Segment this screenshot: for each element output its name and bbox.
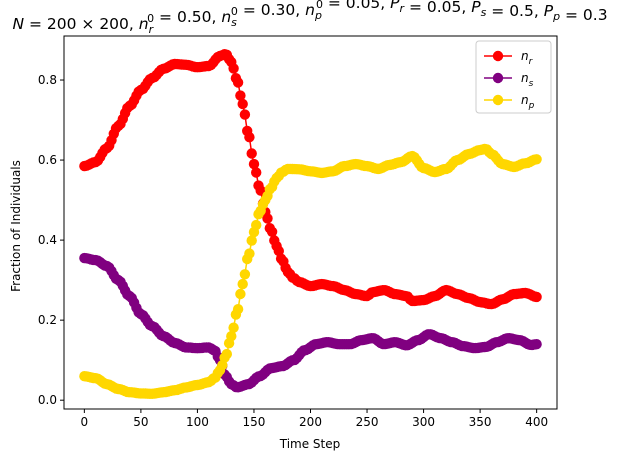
data-point <box>531 339 542 350</box>
title-part: s <box>231 16 237 29</box>
data-point <box>239 269 251 280</box>
legend-box <box>475 40 552 114</box>
data-point <box>531 154 542 165</box>
title-part: p <box>314 9 322 22</box>
data-point <box>226 331 237 342</box>
data-point <box>228 322 239 333</box>
x-tick-label: 350 <box>469 415 492 429</box>
data-point <box>531 291 542 303</box>
x-axis: 0 50 100 150 200 250 300 350 400 <box>81 409 548 429</box>
x-tick-label: 400 <box>525 415 548 429</box>
legend-label-main: n <box>521 71 529 85</box>
y-tick-label: 0.2 <box>38 313 57 327</box>
y-axis-label: Fraction of Individuals <box>9 160 23 292</box>
title-part: = 0.3 <box>560 6 608 24</box>
title-part: = 0.05, <box>404 0 471 16</box>
series-n-p <box>79 143 542 399</box>
legend-label-main: n <box>521 49 529 63</box>
title-part: n <box>221 8 231 26</box>
x-tick-label: 300 <box>412 415 435 429</box>
data-point <box>246 148 257 159</box>
data-point <box>237 98 248 110</box>
data-point <box>221 348 232 360</box>
legend-item-n-r: nr <box>484 49 534 67</box>
legend-label-sub: s <box>529 79 534 89</box>
title-part: 0 <box>231 5 238 18</box>
title-part: = 200 × 200, <box>24 15 139 33</box>
data-point <box>235 90 246 101</box>
legend-label: np <box>521 93 535 111</box>
data-point <box>262 213 273 224</box>
title-part: = 0.5, <box>486 2 543 20</box>
title-part: = 0.30, <box>238 1 305 19</box>
data-point <box>235 288 246 300</box>
y-tick-label: 0.6 <box>38 153 57 167</box>
legend-item-n-p: np <box>484 93 535 111</box>
x-tick-label: 100 <box>186 415 209 429</box>
x-tick-label: 250 <box>356 415 379 429</box>
y-axis: 0.0 0.2 0.4 0.6 0.8 <box>38 73 64 407</box>
data-point <box>244 248 255 259</box>
title-part: 0 <box>147 12 154 25</box>
legend-label-main: n <box>521 93 529 107</box>
y-tick-label: 0.8 <box>38 73 57 87</box>
title-part: P <box>471 0 481 16</box>
data-point <box>251 167 262 178</box>
title-part: n <box>139 15 149 33</box>
series-layer <box>79 49 542 399</box>
legend-marker <box>492 94 504 106</box>
title-part: r <box>400 2 406 15</box>
data-point <box>266 226 278 237</box>
title-part: p <box>552 10 560 23</box>
legend-label: ns <box>521 71 534 89</box>
legend-label-sub: r <box>529 57 534 67</box>
data-point <box>232 304 244 315</box>
title-part: = 0.05, <box>323 0 390 12</box>
data-point <box>246 235 257 246</box>
title-part: 0 <box>316 0 323 11</box>
title-part: P <box>390 0 400 12</box>
data-point <box>251 219 262 231</box>
title-part: s <box>481 6 487 19</box>
y-tick-label: 0.4 <box>38 233 57 247</box>
title-part: r <box>149 23 155 36</box>
data-point <box>232 77 244 88</box>
x-tick-label: 150 <box>243 415 266 429</box>
series-n-s <box>79 252 542 393</box>
title-part: N <box>12 15 24 33</box>
legend-item-n-s: ns <box>484 71 534 89</box>
data-point <box>239 109 251 120</box>
legend-label-sub: p <box>528 101 535 111</box>
legend-marker <box>492 72 504 84</box>
x-tick-label: 50 <box>133 415 148 429</box>
y-tick-label: 0.0 <box>38 393 57 407</box>
x-tick-label: 0 <box>81 415 89 429</box>
data-point <box>248 158 260 170</box>
data-point <box>228 63 239 74</box>
chart-title: N = 200 × 200, nr0 = 0.50, ns0 = 0.30, n… <box>12 0 607 36</box>
data-point <box>244 132 255 143</box>
series-n-r <box>79 49 542 310</box>
title-part: P <box>544 2 554 20</box>
legend-marker <box>492 50 504 62</box>
data-point <box>237 278 248 290</box>
title-part: n <box>305 1 315 19</box>
legend-label: nr <box>521 49 534 67</box>
x-axis-label: Time Step <box>279 437 341 451</box>
x-tick-label: 200 <box>299 415 322 429</box>
title-part: = 0.50, <box>154 8 221 26</box>
